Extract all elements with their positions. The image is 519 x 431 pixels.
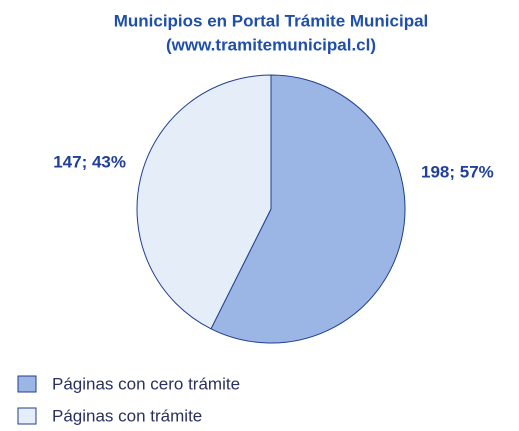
pie-slice — [136, 74, 272, 330]
legend-swatch — [17, 407, 37, 425]
legend-label: Páginas con cero trámite — [52, 374, 240, 393]
legend-label: Páginas con trámite — [52, 406, 202, 425]
legend-swatch — [17, 375, 37, 393]
chart-title: Municipios en Portal Trámite Municipal — [114, 11, 429, 30]
pie-slice — [210, 74, 406, 344]
chart-subtitle: (www.tramitemunicipal.cl) — [166, 35, 376, 54]
value-label: 198; 57% — [421, 162, 494, 181]
value-label: 147; 43% — [53, 152, 126, 171]
